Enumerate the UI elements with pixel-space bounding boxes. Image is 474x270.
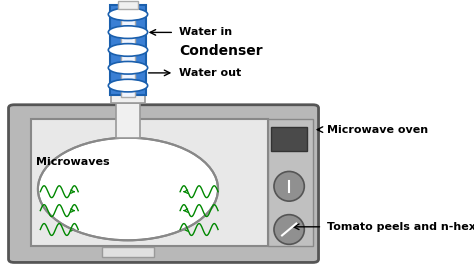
- Polygon shape: [41, 203, 215, 240]
- Polygon shape: [47, 212, 209, 240]
- Polygon shape: [38, 187, 218, 240]
- Polygon shape: [44, 207, 212, 240]
- Text: Microwave oven: Microwave oven: [327, 124, 428, 135]
- Ellipse shape: [274, 171, 304, 201]
- Text: Water in: Water in: [179, 27, 232, 38]
- Polygon shape: [40, 201, 216, 240]
- Polygon shape: [46, 210, 210, 240]
- Polygon shape: [64, 225, 192, 240]
- Polygon shape: [54, 218, 202, 240]
- Polygon shape: [91, 236, 164, 240]
- Bar: [111, 94, 145, 103]
- Polygon shape: [102, 238, 154, 240]
- Polygon shape: [52, 216, 204, 240]
- Polygon shape: [38, 185, 218, 240]
- Polygon shape: [77, 231, 179, 240]
- FancyBboxPatch shape: [9, 105, 319, 262]
- Bar: [110, 5, 146, 94]
- Ellipse shape: [108, 26, 148, 38]
- Polygon shape: [38, 192, 218, 240]
- Text: Microwaves: Microwaves: [36, 157, 109, 167]
- Polygon shape: [43, 205, 213, 240]
- Polygon shape: [60, 223, 196, 240]
- Bar: [121, 4, 135, 97]
- Bar: [271, 127, 307, 151]
- Bar: [268, 119, 313, 246]
- Ellipse shape: [108, 44, 148, 56]
- Text: Condenser: Condenser: [179, 44, 263, 58]
- Polygon shape: [38, 194, 218, 240]
- Ellipse shape: [38, 138, 218, 240]
- Polygon shape: [38, 183, 218, 240]
- Text: Tomato peels and n-hexane: Tomato peels and n-hexane: [327, 222, 474, 232]
- Ellipse shape: [108, 62, 148, 74]
- Polygon shape: [38, 176, 218, 240]
- Bar: [116, 103, 140, 138]
- Ellipse shape: [274, 215, 304, 244]
- Polygon shape: [38, 178, 218, 240]
- Ellipse shape: [108, 79, 148, 92]
- Polygon shape: [39, 196, 217, 240]
- Bar: [118, 1, 138, 9]
- Polygon shape: [39, 198, 217, 240]
- Bar: [31, 119, 268, 246]
- Polygon shape: [49, 214, 207, 240]
- Polygon shape: [38, 174, 218, 240]
- Polygon shape: [68, 227, 188, 240]
- Polygon shape: [38, 190, 218, 240]
- Ellipse shape: [108, 8, 148, 21]
- Polygon shape: [84, 234, 172, 240]
- Polygon shape: [57, 220, 199, 240]
- Text: Water out: Water out: [179, 68, 241, 78]
- Polygon shape: [72, 229, 184, 240]
- Bar: [102, 247, 154, 256]
- Polygon shape: [38, 181, 218, 240]
